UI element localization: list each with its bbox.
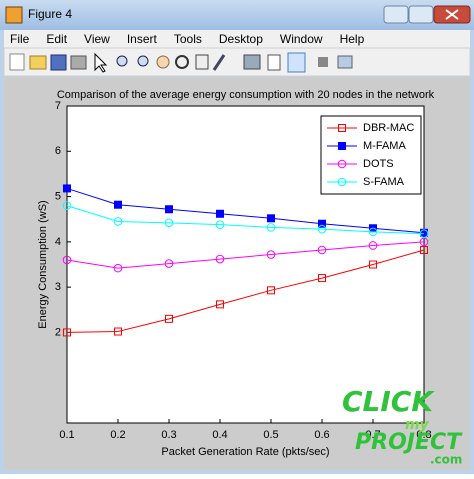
legend-marker: [338, 124, 346, 132]
legend-label: DBR-MAC: [363, 122, 414, 134]
legend-label: DOTS: [363, 158, 394, 170]
menu-item[interactable]: Insert: [127, 32, 158, 46]
marker: [267, 286, 275, 295]
menu-item[interactable]: File: [10, 32, 30, 46]
x-tick-label: 0.7: [365, 429, 380, 441]
menu-item[interactable]: View: [84, 32, 110, 46]
link-icon[interactable]: [243, 54, 261, 70]
menu-item[interactable]: Help: [340, 32, 365, 46]
marker: [165, 314, 173, 323]
y-tick-label: 4: [55, 236, 61, 248]
pointer-icon[interactable]: [94, 52, 108, 73]
window-title: Figure 4: [28, 7, 72, 21]
menu-bar: [4, 30, 470, 48]
x-tick-label: 0.6: [314, 429, 329, 441]
marker: [114, 327, 122, 336]
legend-label: S-FAMA: [363, 176, 405, 188]
brush-icon[interactable]: [212, 54, 226, 71]
watermark: CLICK my PROJECT .com: [342, 385, 463, 467]
marker: [63, 184, 71, 193]
marker: [216, 300, 224, 309]
menu: File Edit View Insert Tools Desktop Window Help: [10, 32, 365, 46]
toolbar-icons: [9, 52, 353, 73]
marker: [113, 263, 123, 273]
x-tick-label: 0.1: [59, 429, 74, 441]
open-icon[interactable]: [29, 55, 47, 70]
marker: [164, 259, 174, 268]
marker: [419, 229, 429, 239]
marker: [419, 237, 429, 247]
marker: [369, 260, 377, 269]
marker: [317, 245, 327, 255]
marker: [266, 223, 276, 232]
plot: Comparison of the average energy consump…: [37, 89, 435, 458]
maximize-button[interactable]: [408, 5, 434, 24]
new-icon[interactable]: [9, 53, 25, 71]
marker: [215, 254, 225, 264]
watermark-text: .com: [430, 453, 462, 467]
chart-title: Comparison of the average energy consump…: [57, 89, 435, 101]
close-icon: [445, 9, 459, 20]
datacursor-icon[interactable]: [195, 54, 209, 70]
marker: [368, 241, 378, 250]
marker: [267, 214, 275, 223]
colorbar-icon[interactable]: [267, 54, 281, 71]
save-icon[interactable]: [50, 54, 67, 71]
y-axis-label: Energy Consumption (wS): [37, 200, 49, 328]
marker: [62, 255, 72, 265]
minimize-button[interactable]: [383, 5, 409, 24]
pan-icon[interactable]: [156, 55, 170, 69]
legend-marker: [338, 142, 346, 150]
marker: [165, 205, 173, 214]
menu-item[interactable]: Tools: [174, 32, 202, 46]
y-tick-label: 7: [55, 100, 61, 112]
marker: [113, 217, 123, 226]
dock-icon[interactable]: [337, 55, 353, 69]
marker: [62, 201, 72, 210]
print-icon[interactable]: [70, 55, 87, 70]
menu-item[interactable]: Desktop: [219, 32, 263, 46]
marker: [266, 250, 276, 259]
y-tick-label: 3: [55, 281, 61, 293]
menu-item[interactable]: Edit: [46, 32, 67, 46]
x-tick-label: 0.8: [416, 429, 431, 441]
watermark-text: my: [405, 417, 430, 433]
x-tick-label: 0.2: [110, 429, 125, 441]
menu-item[interactable]: Window: [280, 32, 323, 46]
legend-marker: [337, 159, 347, 169]
y-tick-label: 5: [55, 190, 61, 202]
marker: [215, 220, 225, 229]
marker: [164, 218, 174, 228]
series-line: [66, 187, 425, 234]
legend-label: M-FAMA: [363, 140, 406, 152]
legend-icon[interactable]: [287, 52, 306, 73]
marker: [63, 328, 71, 337]
app-icon: [5, 6, 23, 24]
marker: [368, 227, 378, 237]
x-tick-label: 0.3: [161, 429, 176, 441]
series-line: [66, 249, 425, 333]
marker: [420, 246, 428, 255]
y-tick-label: 6: [55, 145, 61, 157]
series-line: [66, 241, 425, 269]
marker: [114, 200, 122, 209]
marker: [317, 224, 327, 234]
legend-marker: [337, 177, 347, 187]
legend-box: [320, 115, 422, 195]
x-axis-label: Packet Generation Rate (pkts/sec): [161, 446, 329, 458]
watermark-text: PROJECT: [355, 430, 463, 455]
marker: [216, 209, 224, 218]
marker: [318, 219, 326, 228]
rotate-icon[interactable]: [175, 55, 189, 69]
y-tick-label: 2: [55, 326, 61, 338]
zoom-out-icon[interactable]: [137, 55, 149, 67]
x-tick-label: 0.4: [212, 429, 227, 441]
marker: [318, 274, 326, 283]
zoom-in-icon[interactable]: [116, 55, 128, 67]
series-line: [66, 205, 425, 235]
watermark-text: CLICK: [342, 385, 435, 418]
x-tick-label: 0.5: [263, 429, 278, 441]
hide-tools-icon[interactable]: [318, 57, 328, 67]
